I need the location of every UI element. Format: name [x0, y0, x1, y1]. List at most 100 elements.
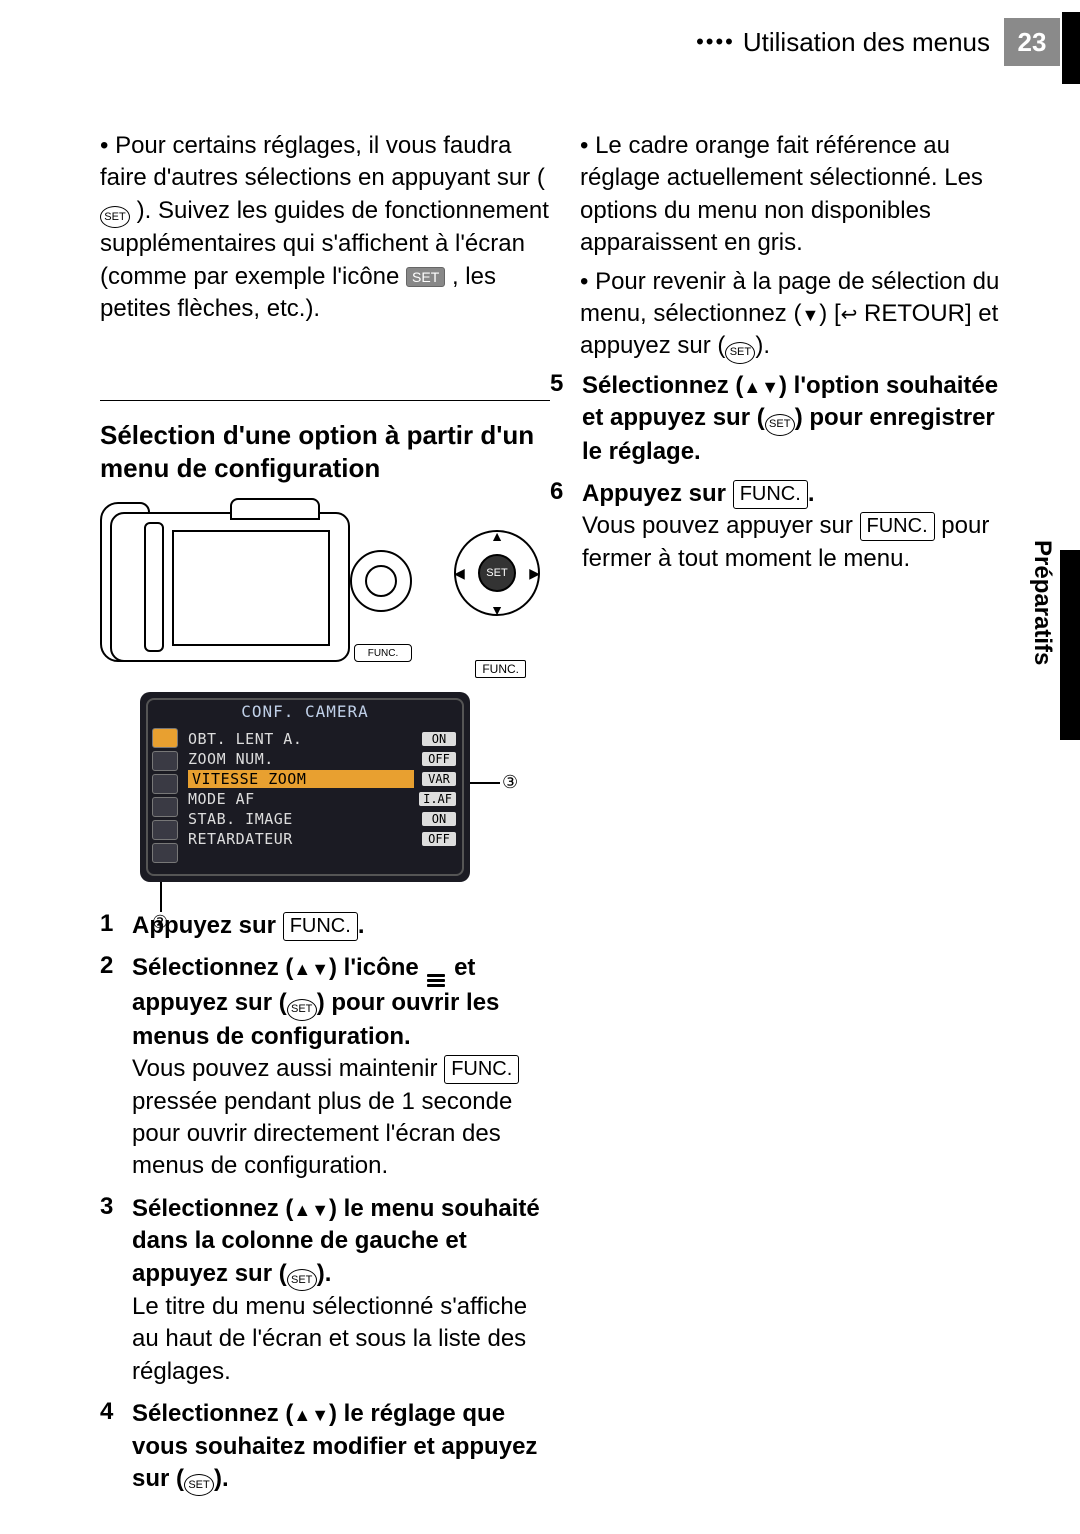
step-5: 5 Sélectionnez () l'option souhaitée et … [550, 370, 1000, 468]
step-4: 4 Sélectionnez () le réglage que vous so… [100, 1398, 550, 1496]
header-dots-icon: •••• [696, 29, 735, 55]
intro-paragraph: Pour certains réglages, il vous faudra f… [100, 130, 550, 325]
step-6: 6 Appuyez sur FUNC.. Vous pouvez appuyer… [550, 478, 1000, 575]
section-rule [100, 400, 550, 401]
set-label: SET [291, 1273, 312, 1288]
text: ) [ [819, 300, 840, 327]
page: •••• Utilisation des menus 23 Préparatif… [0, 0, 1080, 1534]
menu-row-badge: I.AF [419, 792, 456, 806]
menu-row: ZOOM NUM.OFF [188, 750, 456, 768]
menu-row-badge: OFF [422, 832, 456, 846]
set-highlight-icon: SET [406, 267, 445, 288]
step-number: 4 [100, 1398, 122, 1496]
step-text: ). [317, 1260, 332, 1287]
menu-side-icon [152, 774, 178, 794]
page-number: 23 [1004, 18, 1060, 66]
arrow-right-icon: ▶ [529, 565, 540, 582]
step-text: Sélectionnez ( [132, 1195, 293, 1222]
dpad-set-icon: SET [478, 554, 516, 592]
menu-row-label: OBT. LENT A. [188, 730, 414, 748]
step-text: Vous pouvez aussi maintenir [132, 1055, 444, 1082]
intro-text-1: Pour certains réglages, il vous faudra f… [100, 132, 545, 191]
camera-illustration: FUNC. ▲ ▼ ◀ ▶ SET FUNC. [100, 502, 520, 682]
set-button-icon: SET [765, 414, 795, 436]
menu-row-badge: ON [422, 732, 456, 746]
func-button-icon: FUNC. [860, 512, 935, 541]
set-button-icon: SET [725, 342, 755, 364]
set-button-icon: SET [287, 999, 317, 1021]
updown-icon [293, 1195, 329, 1222]
set-label: SET [188, 1478, 209, 1493]
step-body: Sélectionnez () le menu souhaité dans la… [132, 1193, 550, 1388]
camera-func-button: FUNC. [354, 644, 412, 662]
step-text: Le titre du menu sélectionné s'affiche a… [132, 1293, 527, 1385]
menu-screenshot-wrap: CONF. CAMERA OBT. LENT A.ON ZOOM NUM.OFF… [100, 692, 550, 882]
step-body: Sélectionnez () le réglage que vous souh… [132, 1398, 550, 1496]
section-heading: Sélection d'une option à partir d'un men… [100, 419, 550, 484]
set-label: SET [730, 345, 751, 360]
callout-line [160, 882, 162, 912]
step-2: 2 Sélectionnez () l'icône et appuyez sur… [100, 952, 550, 1182]
func-button-icon: FUNC. [733, 480, 808, 509]
step-number: 5 [550, 370, 572, 468]
camera-dial-inner [365, 565, 397, 597]
updown-icon [293, 1400, 329, 1427]
set-button-icon: SET [287, 1269, 317, 1291]
step-body: Appuyez sur FUNC.. Vous pouvez appuyer s… [582, 478, 1000, 575]
menu-row: STAB. IMAGEON [188, 810, 456, 828]
menu-row-label: STAB. IMAGE [188, 810, 414, 828]
header-title: Utilisation des menus [743, 27, 990, 58]
menu-row-label: VITESSE ZOOM [188, 770, 414, 788]
down-icon [801, 300, 819, 327]
thumb-index-section [1060, 550, 1080, 740]
camera-screen [172, 530, 330, 646]
menu-row: RETARDATEUROFF [188, 830, 456, 848]
step-number: 2 [100, 952, 122, 1182]
updown-icon [743, 372, 779, 399]
right-bullet-1: Le cadre orange fait référence au réglag… [580, 130, 1000, 260]
step-number: 1 [100, 910, 122, 942]
menu-side-icon [152, 820, 178, 840]
step-text: . [358, 912, 365, 939]
menu-side-icon [152, 728, 178, 748]
set-label: SET [769, 417, 790, 432]
camera-viewfinder [230, 498, 320, 520]
menu-icon [427, 974, 445, 987]
step-text: Sélectionnez ( [582, 372, 743, 399]
step-3: 3 Sélectionnez () le menu souhaité dans … [100, 1193, 550, 1388]
menu-row: VITESSE ZOOMVAR [188, 770, 456, 788]
side-tab-label: Préparatifs [1028, 540, 1056, 665]
arrow-up-icon: ▲ [490, 528, 504, 544]
step-text: Sélectionnez ( [132, 1400, 293, 1427]
camera-hinge [144, 522, 164, 652]
right-bullet-2: Pour revenir à la page de sélection du m… [580, 266, 1000, 364]
step-text: ) l'icône [329, 954, 425, 981]
set-label: SET [291, 1002, 312, 1017]
func-label-callout: FUNC. [475, 660, 526, 678]
step-text: Sélectionnez ( [132, 954, 293, 981]
updown-icon [293, 954, 329, 981]
set-label: SET [104, 210, 125, 225]
menu-screenshot: CONF. CAMERA OBT. LENT A.ON ZOOM NUM.OFF… [140, 692, 470, 882]
step-text: Appuyez sur [582, 480, 733, 507]
page-header: •••• Utilisation des menus 23 [696, 18, 1060, 66]
step-number: 6 [550, 478, 572, 575]
callout-3: ③ [502, 772, 518, 793]
steps-list-left: 1 Appuyez sur FUNC.. 2 Sélectionnez () l… [100, 910, 550, 1496]
arrow-left-icon: ◀ [454, 565, 465, 582]
menu-row-badge: OFF [422, 752, 456, 766]
right-column: Le cadre orange fait référence au réglag… [580, 130, 1000, 585]
step-body: Sélectionnez () l'option souhaitée et ap… [582, 370, 1000, 468]
step-text: Vous pouvez appuyer sur [582, 512, 860, 539]
callout-line [470, 782, 500, 784]
menu-side-icon [152, 751, 178, 771]
text: ). [755, 332, 770, 359]
dpad-icon: ▲ ▼ ◀ ▶ SET [454, 530, 540, 616]
steps-list-right: 5 Sélectionnez () l'option souhaitée et … [550, 370, 1000, 575]
set-button-icon: SET [100, 206, 130, 228]
menu-side-icon [152, 843, 178, 863]
menu-row-label: MODE AF [188, 790, 411, 808]
return-icon [841, 300, 858, 327]
func-button-icon: FUNC. [283, 912, 358, 941]
menu-side-icons [152, 728, 178, 863]
